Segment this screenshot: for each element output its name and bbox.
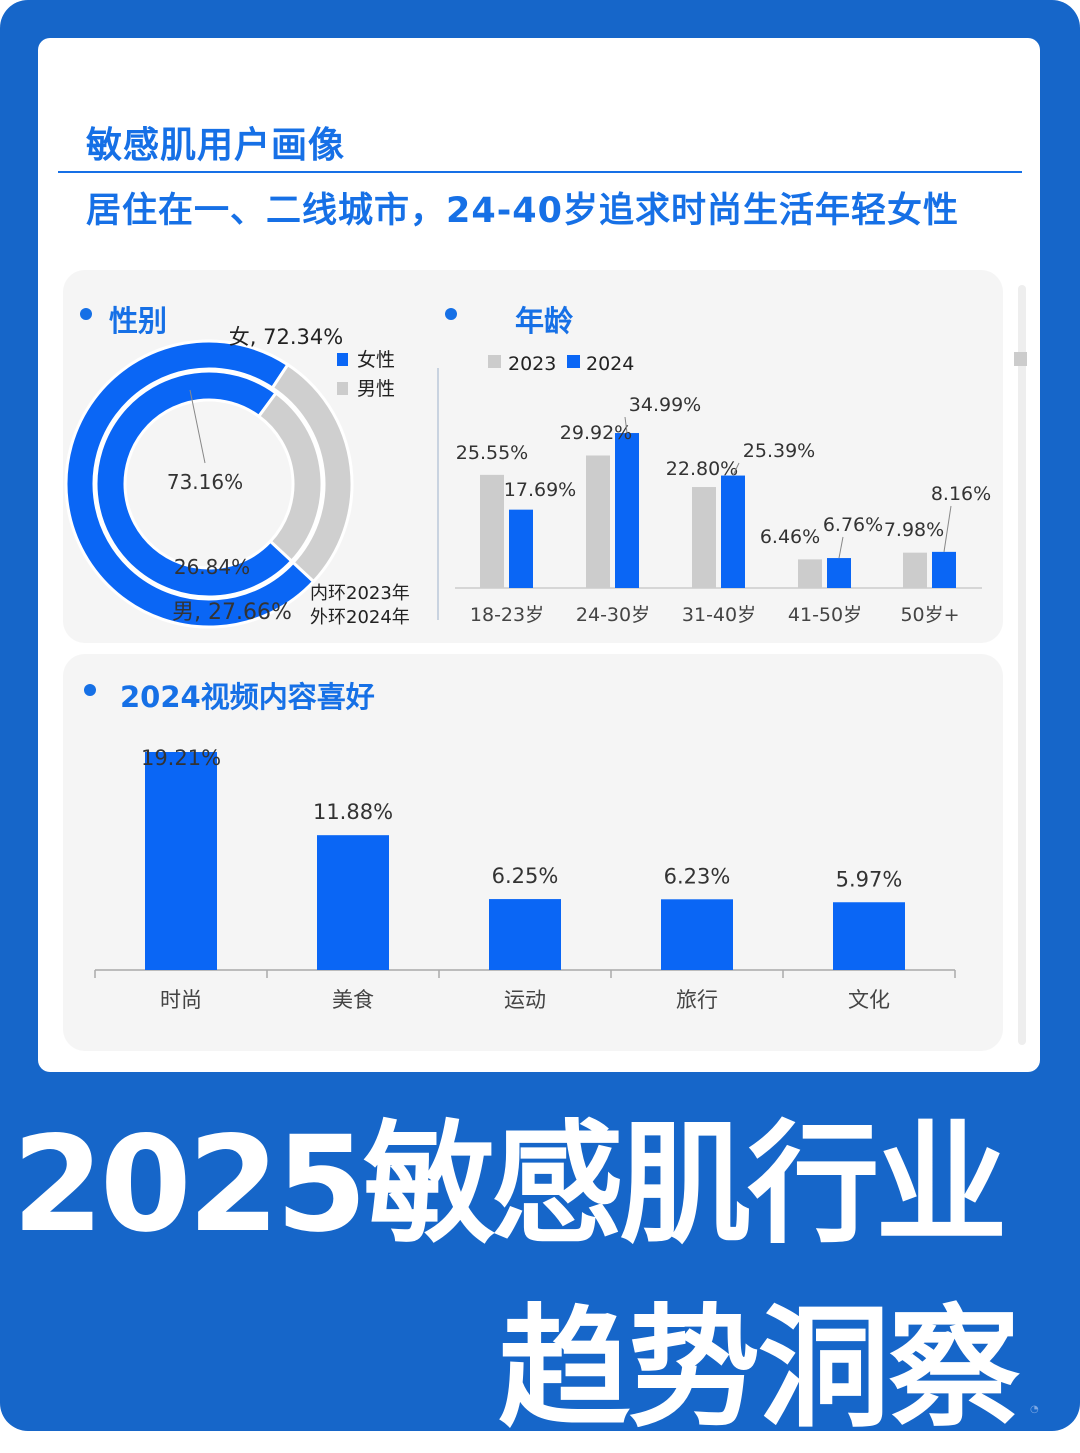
age-tick-label: 18-23岁 (470, 604, 544, 626)
video-section-title: 2024视频内容喜好 (120, 680, 375, 714)
donut-inner-slice-female (94, 369, 294, 599)
legend-female-label: 女性 (357, 349, 395, 371)
title-divider (58, 171, 1022, 173)
age-section-title: 年龄 (515, 304, 574, 338)
age-legend-2024-label: 2024 (586, 353, 634, 375)
age-leader-line (943, 505, 952, 552)
inner-female-label: 73.16% (167, 470, 243, 494)
legend-male-swatch (337, 382, 348, 395)
right-edge-strip (1018, 285, 1026, 1045)
video-data-label: 6.23% (664, 864, 731, 888)
ring-note-inner: 内环2023年 (310, 583, 410, 604)
video-data-label: 5.97% (836, 867, 903, 891)
age-bar-2024 (932, 551, 956, 588)
leader-line (189, 389, 206, 464)
age-tick-label: 50岁+ (900, 604, 959, 626)
age-bar-2024 (721, 475, 745, 588)
outer-female-label: 女, 72.34% (229, 325, 343, 349)
banner-line-2: 趋势洞察 (498, 1292, 1020, 1446)
age-leader-line (732, 462, 740, 476)
age-legend-2024-swatch (567, 355, 580, 368)
age-tick-label: 24-30岁 (576, 604, 650, 626)
legend-female-swatch (337, 353, 348, 366)
age-bar-2023 (798, 559, 822, 588)
gender-section-title: 性别 (109, 304, 168, 338)
video-data-label: 11.88% (313, 800, 393, 824)
video-data-label: 6.25% (492, 864, 559, 888)
age-leader-line (838, 536, 844, 559)
video-tick-label: 时尚 (160, 988, 202, 1012)
video-bar (145, 752, 217, 970)
age-tick-label: 31-40岁 (682, 604, 756, 626)
video-bar (661, 899, 733, 970)
donut-outer-slice-female (64, 339, 316, 629)
banner-line-1: 2025敏感肌行业 (12, 1108, 1007, 1262)
age-tick-label: 41-50岁 (788, 604, 862, 626)
legend-male-label: 男性 (357, 378, 395, 400)
ring-note-outer: 外环2024年 (310, 607, 410, 628)
watermark-icon: ◔ (1030, 1404, 1039, 1415)
age-bar-2024 (827, 558, 851, 588)
video-data-label: 19.21% (141, 746, 221, 770)
age-label-2024: 17.69% (504, 479, 576, 501)
age-label-2023: 29.92% (560, 422, 632, 444)
age-bar-2024 (615, 433, 639, 588)
age-label-2024: 8.16% (931, 483, 991, 505)
page-subtitle: 居住在一、二线城市，24-40岁追求时尚生活年轻女性 (86, 191, 959, 231)
age-bar-2023 (692, 487, 716, 588)
age-label-2023: 22.80% (666, 458, 738, 480)
inner-male-label: 26.84% (174, 555, 250, 579)
right-edge-marker (1014, 352, 1027, 366)
page-title: 敏感肌用户画像 (86, 125, 346, 166)
age-label-2023: 7.98% (884, 519, 944, 541)
age-label-2024: 6.76% (823, 514, 883, 536)
gender-bullet-icon (80, 308, 92, 320)
age-bar-2023 (903, 552, 927, 588)
video-tick-label: 旅行 (676, 988, 718, 1012)
age-label-2023: 6.46% (760, 526, 820, 548)
donut-inner-slice-male (256, 390, 324, 564)
outer-male-label: 男, 27.66% (172, 600, 292, 625)
age-label-2024: 34.99% (629, 394, 701, 416)
video-tick-label: 美食 (332, 988, 374, 1012)
age-label-2023: 25.55% (456, 442, 528, 464)
bottom-panel (63, 654, 1003, 1051)
age-legend-2023-swatch (488, 355, 501, 368)
age-legend-2023-label: 2023 (508, 353, 556, 375)
age-bar-2023 (480, 474, 504, 588)
age-bar-2023 (586, 455, 610, 588)
donut-outer-slice-male (270, 362, 354, 584)
video-tick-label: 运动 (504, 988, 546, 1012)
age-bar-2024 (509, 509, 533, 588)
video-bar (833, 902, 905, 970)
video-bar (317, 835, 389, 970)
age-label-2024: 25.39% (743, 440, 815, 462)
age-leader-line (624, 416, 628, 434)
video-bar (489, 899, 561, 970)
video-tick-label: 文化 (848, 988, 890, 1012)
video-bullet-icon (84, 684, 96, 696)
age-bullet-icon (445, 308, 457, 320)
